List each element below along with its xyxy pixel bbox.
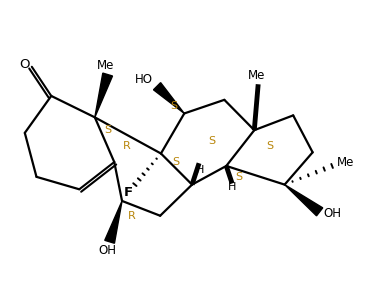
Text: F: F: [123, 186, 132, 199]
Polygon shape: [105, 201, 122, 243]
Text: S: S: [172, 157, 179, 167]
Text: S: S: [266, 141, 273, 151]
Text: Me: Me: [97, 59, 115, 72]
Text: H: H: [196, 165, 204, 175]
Text: R: R: [123, 141, 131, 151]
Text: S: S: [208, 136, 215, 146]
Text: OH: OH: [99, 244, 117, 257]
Text: O: O: [19, 58, 30, 71]
Text: Me: Me: [337, 156, 355, 168]
Polygon shape: [285, 185, 323, 216]
Text: S: S: [235, 172, 242, 182]
Text: S: S: [104, 125, 111, 135]
Text: HO: HO: [134, 73, 152, 86]
Polygon shape: [153, 83, 184, 113]
Text: R: R: [128, 211, 136, 221]
Text: H: H: [228, 182, 236, 192]
Polygon shape: [95, 73, 113, 117]
Text: OH: OH: [323, 207, 341, 220]
Text: Me: Me: [248, 69, 265, 82]
Text: S: S: [170, 101, 177, 111]
